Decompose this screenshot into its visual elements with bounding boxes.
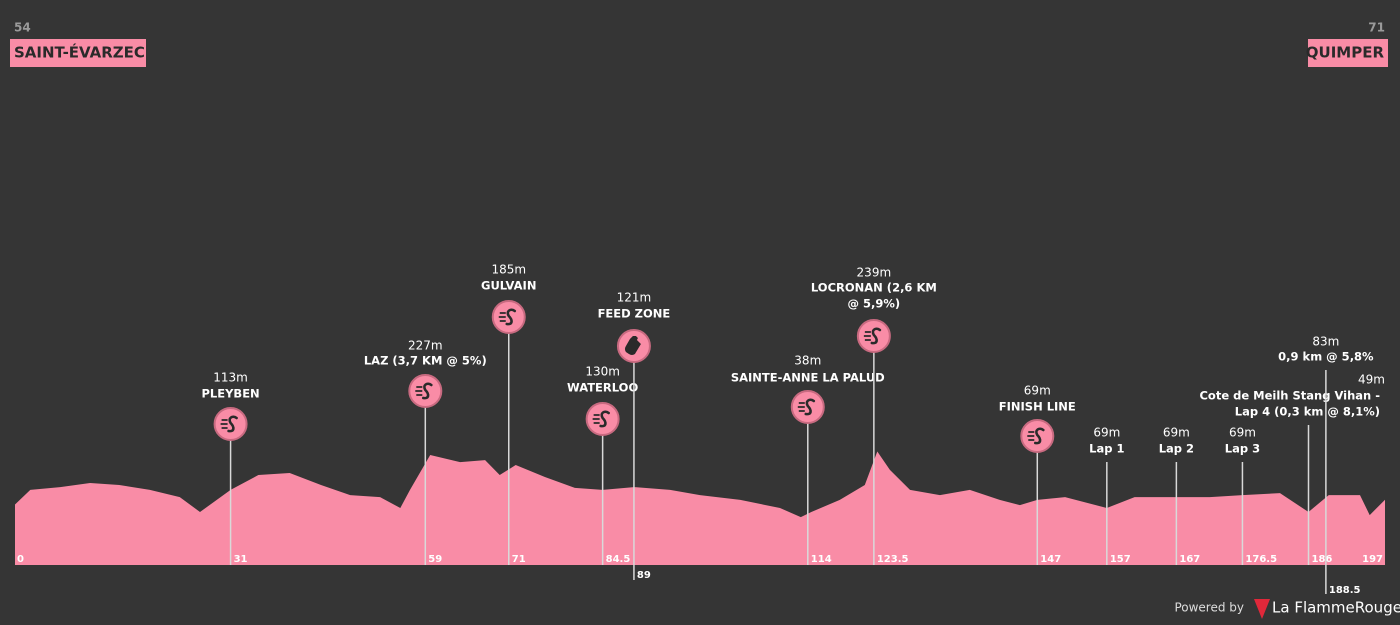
icon-s bbox=[227, 415, 238, 433]
icon-s bbox=[422, 382, 433, 400]
waypoint-elevation: 185m bbox=[491, 263, 526, 277]
waypoint-elevation: 113m bbox=[213, 371, 248, 385]
start-name: SAINT-ÉVARZEC bbox=[14, 43, 145, 62]
waypoint-elevation: 239m bbox=[857, 266, 892, 280]
waypoint-name: GULVAIN bbox=[481, 279, 536, 293]
waypoint-elevation: 227m bbox=[408, 339, 443, 353]
km-label: 114 bbox=[811, 554, 832, 565]
waypoint-elevation: 83m bbox=[1312, 335, 1339, 349]
icon-lines bbox=[498, 312, 506, 322]
km-label: 186 bbox=[1312, 554, 1333, 565]
km-label: 167 bbox=[1179, 554, 1200, 565]
waypoint-name: Lap 4 (0,3 km @ 8,1%) bbox=[1235, 405, 1380, 419]
brand-logo bbox=[1254, 599, 1270, 619]
waypoint-name: Lap 1 bbox=[1089, 442, 1124, 456]
waypoint-name: Lap 2 bbox=[1159, 442, 1194, 456]
icon-s bbox=[870, 327, 882, 345]
waypoint-elevation: 121m bbox=[617, 291, 652, 305]
finish-name: QUIMPER bbox=[1306, 44, 1385, 62]
waypoint-name: FINISH LINE bbox=[999, 400, 1076, 414]
waypoint-name: 0,9 km @ 5,8% bbox=[1278, 350, 1374, 364]
icon-lines bbox=[863, 331, 871, 341]
waypoint-elevation: 69m bbox=[1093, 426, 1120, 440]
km-label: 31 bbox=[234, 554, 248, 565]
km-label: 176.5 bbox=[1245, 554, 1277, 565]
waypoint-name: WATERLOO bbox=[567, 381, 638, 395]
elevation-profile bbox=[15, 451, 1385, 565]
waypoint-elevation: 130m bbox=[585, 365, 620, 379]
waypoint-icon bbox=[213, 407, 248, 441]
waypoint-elevation: 69m bbox=[1024, 384, 1051, 398]
waypoint-name: Lap 3 bbox=[1225, 442, 1260, 456]
waypoint-icon bbox=[616, 329, 651, 363]
waypoint-icon bbox=[408, 374, 443, 408]
waypoint-name: FEED ZONE bbox=[598, 307, 671, 321]
start-elevation: 54 bbox=[14, 21, 31, 35]
waypoint-name: PLEYBEN bbox=[201, 387, 259, 401]
brand-name: La FlammeRouge bbox=[1272, 599, 1400, 617]
km-label: 123.5 bbox=[877, 554, 909, 565]
icon-lines bbox=[220, 419, 228, 429]
start-badge bbox=[10, 39, 146, 67]
icon-s bbox=[804, 398, 816, 416]
icon-s bbox=[1033, 427, 1045, 445]
finish-badge bbox=[1308, 39, 1388, 67]
km-label: 188.5 bbox=[1329, 585, 1361, 596]
icon-lines bbox=[592, 414, 600, 424]
km-label: 59 bbox=[428, 554, 442, 565]
powered-by: Powered by bbox=[1174, 601, 1244, 615]
km-label: 0 bbox=[17, 554, 24, 565]
waypoint-name: @ 5,9%) bbox=[848, 297, 901, 311]
icon-lines bbox=[797, 402, 805, 412]
icon-lines bbox=[415, 386, 423, 396]
icon-bottle bbox=[624, 336, 641, 355]
km-label: 147 bbox=[1040, 554, 1061, 565]
waypoint-elevation: 38m bbox=[794, 354, 821, 368]
finish-elevation: 71 bbox=[1368, 21, 1385, 35]
waypoint-icon bbox=[1020, 419, 1055, 453]
km-label: 71 bbox=[512, 554, 526, 565]
waypoint-elevation: 69m bbox=[1229, 426, 1256, 440]
waypoint-name: Cote de Meilh Stang Vihan - bbox=[1199, 389, 1380, 403]
waypoint-icon bbox=[585, 402, 620, 436]
waypoint-icon bbox=[491, 300, 526, 334]
km-label: 197 bbox=[1362, 554, 1383, 565]
waypoint-name: SAINTE-ANNE LA PALUD bbox=[731, 371, 885, 385]
waypoint-name: LOCRONAN (2,6 KM bbox=[811, 281, 937, 295]
km-label: 89 bbox=[637, 570, 651, 581]
waypoint-icon bbox=[856, 319, 891, 353]
icon-s bbox=[599, 410, 610, 428]
waypoint-name: LAZ (3,7 KM @ 5%) bbox=[364, 354, 487, 368]
icon-s bbox=[505, 308, 517, 326]
km-label: 84.5 bbox=[606, 554, 631, 565]
icon-lines bbox=[1027, 431, 1035, 441]
waypoint-elevation: 69m bbox=[1163, 426, 1190, 440]
waypoint-icon bbox=[790, 390, 825, 424]
km-label: 157 bbox=[1110, 554, 1131, 565]
waypoint-elevation: 49m bbox=[1358, 373, 1385, 387]
